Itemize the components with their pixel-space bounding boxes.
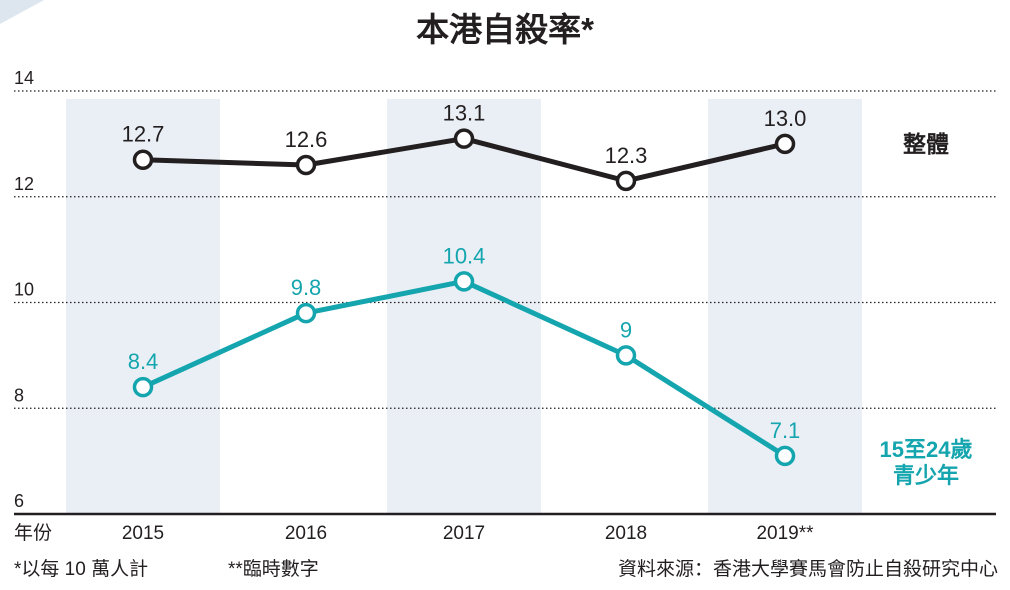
- y-tick-labels: 6 8 10 12 14: [14, 68, 34, 511]
- data-label: 10.4: [443, 243, 486, 268]
- x-tick-label: 2016: [285, 523, 327, 544]
- year-band: [708, 99, 862, 514]
- x-axis-label: 年份: [14, 522, 52, 544]
- series-name-label: 青少年: [893, 463, 959, 488]
- data-label: 9.8: [291, 275, 322, 300]
- series-layer: 12.7 12.6 13.1 12.3 13.0 整體 8.4 9.8 10.4 9 7.1 15至2…: [122, 101, 973, 488]
- data-label: 7.1: [770, 418, 801, 443]
- data-label: 13.0: [764, 106, 807, 131]
- data-label: 12.6: [285, 127, 328, 152]
- chart-title: 本港自殺率*: [416, 11, 594, 48]
- x-tick-label: 2017: [443, 523, 485, 544]
- data-label: 12.7: [122, 122, 165, 147]
- y-tick-label: 12: [14, 174, 34, 194]
- y-tick-label: 6: [14, 491, 24, 511]
- data-label: 8.4: [128, 349, 159, 374]
- data-point: [453, 271, 475, 292]
- note-per-capita: *以每 10 萬人計: [14, 558, 148, 580]
- gridlines: [14, 90, 996, 516]
- series-group: 12.7 12.6 13.1 12.3 13.0 整體: [122, 101, 949, 192]
- x-tick-labels: 2015 2016 2017 2018 2019**: [122, 523, 814, 544]
- data-point: [453, 128, 475, 149]
- data-point: [295, 302, 317, 324]
- data-point: [774, 445, 796, 467]
- y-tick-label: 14: [14, 68, 34, 88]
- series-name-label: 15至24歲: [880, 437, 973, 462]
- corner-decoration: [0, 0, 44, 24]
- x-tick-label: 2018: [605, 523, 647, 544]
- series-name-label: 整體: [903, 131, 949, 157]
- data-point: [615, 170, 637, 192]
- data-label: 13.1: [443, 101, 486, 126]
- data-point: [615, 345, 637, 366]
- data-point: [132, 149, 154, 170]
- data-point: [774, 133, 796, 155]
- y-tick-label: 8: [14, 385, 24, 405]
- y-tick-label: 10: [14, 280, 34, 300]
- data-label: 12.3: [605, 143, 648, 168]
- x-tick-label: 2019**: [756, 523, 814, 544]
- data-point: [132, 376, 154, 398]
- data-point: [295, 154, 317, 176]
- note-provisional: **臨時數字: [228, 558, 319, 580]
- x-tick-label: 2015: [122, 523, 164, 544]
- note-source: 資料來源：香港大學賽馬會防止自殺研究中心: [618, 558, 998, 580]
- data-label: 9: [620, 317, 632, 342]
